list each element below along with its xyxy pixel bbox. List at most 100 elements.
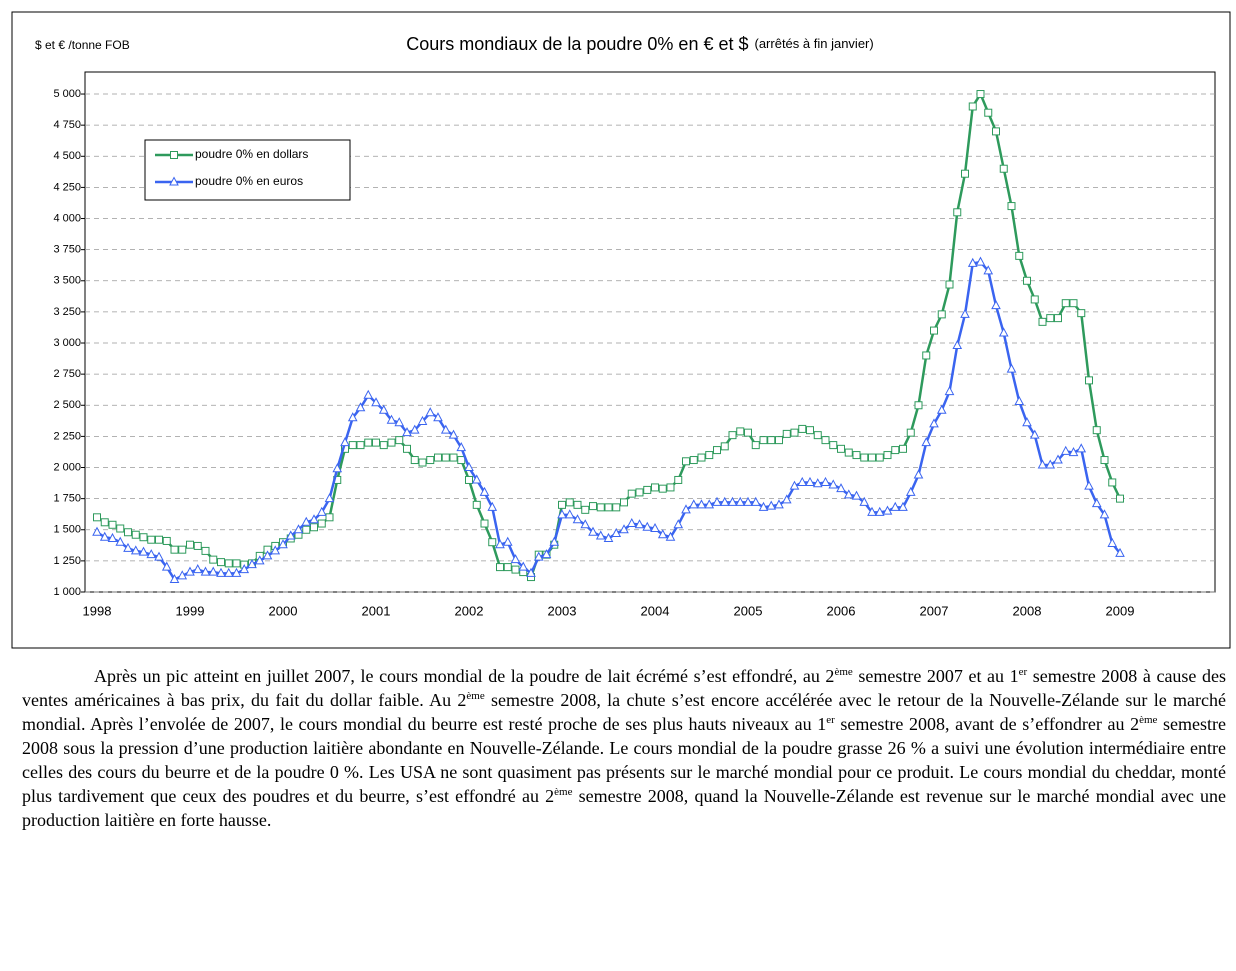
y-tick-label: 2 000 — [53, 461, 81, 473]
marker-square — [100, 518, 109, 527]
marker-square — [643, 485, 652, 494]
marker-square — [713, 446, 721, 455]
marker-triangle — [557, 509, 567, 519]
y-tick-label: 3 250 — [53, 306, 81, 318]
superscript: ème — [1139, 714, 1158, 726]
marker-square — [914, 401, 923, 410]
marker-triangle — [580, 519, 591, 529]
marker-square — [457, 456, 466, 465]
marker-square — [155, 535, 163, 544]
legend-label: poudre 0% en euros — [195, 174, 303, 188]
chart: $ et € /tonne FOB Cours mondiaux de la p… — [11, 11, 1231, 649]
marker-triangle — [929, 418, 939, 428]
x-tick-label: 2008 — [1013, 603, 1042, 618]
marker-square — [573, 500, 582, 509]
marker-triangle — [316, 506, 327, 516]
marker-triangle — [1107, 537, 1118, 547]
marker-triangle — [363, 389, 374, 399]
marker-square — [875, 453, 884, 462]
marker-square — [364, 438, 373, 447]
marker-triangle — [417, 415, 428, 425]
marker-triangle — [1099, 509, 1110, 519]
y-tick-label: 5 000 — [53, 88, 81, 100]
superscript: ème — [554, 786, 573, 798]
marker-triangle — [712, 496, 722, 506]
marker-triangle — [1084, 480, 1094, 490]
marker-triangle — [355, 402, 366, 412]
text-run: semestre 2008 sous la pression d’une pro… — [22, 714, 1226, 806]
marker-triangle — [936, 404, 947, 414]
subtitle: (arrêtés à fin janvier) — [755, 36, 874, 51]
y-tick-label: 1 500 — [53, 524, 81, 536]
marker-square — [937, 310, 946, 319]
marker-triangle — [812, 478, 823, 488]
text-run: Après un pic atteint en juillet 2007, le… — [94, 666, 835, 686]
marker-triangle — [185, 566, 195, 576]
marker-square — [651, 483, 659, 492]
marker-triangle — [146, 549, 157, 559]
marker-square — [1007, 202, 1016, 211]
marker-triangle — [332, 463, 343, 473]
marker-square — [116, 524, 125, 533]
marker-square — [434, 453, 442, 462]
y-tick-label: 3 500 — [53, 275, 81, 287]
chart-title: Cours mondiaux de la poudre 0% en € et $… — [406, 34, 873, 54]
legend-label: poudre 0% en dollars — [195, 147, 308, 161]
marker-square — [627, 489, 636, 498]
x-tick-label: 2002 — [455, 603, 484, 618]
marker-triangle — [440, 424, 451, 434]
marker-square — [868, 453, 876, 462]
marker-triangle — [898, 501, 908, 511]
marker-square — [511, 565, 520, 574]
marker-triangle — [750, 496, 761, 506]
marker-square — [565, 498, 574, 507]
marker-square — [744, 428, 752, 437]
marker-triangle — [154, 551, 164, 561]
marker-square — [503, 563, 512, 572]
marker-square — [418, 458, 427, 467]
marker-square — [201, 546, 210, 555]
y-tick-label: 4 000 — [53, 212, 81, 224]
x-tick-label: 2003 — [548, 603, 577, 618]
marker-triangle — [371, 397, 381, 407]
marker-square — [193, 541, 202, 550]
marker-square — [906, 428, 915, 437]
marker-triangle — [595, 530, 606, 540]
y-tick-label: 2 500 — [53, 399, 81, 411]
marker-square — [379, 441, 388, 450]
y-tick-label: 3 750 — [53, 244, 81, 256]
marker-triangle — [223, 567, 234, 577]
x-tick-label: 2001 — [362, 603, 391, 618]
superscript: er — [1018, 666, 1028, 678]
marker-triangle — [998, 327, 1009, 337]
marker-square — [620, 498, 628, 507]
marker-triangle — [340, 437, 350, 447]
y-axis-label: $ et € /tonne FOB — [35, 38, 130, 52]
marker-triangle — [657, 529, 668, 539]
marker-square — [317, 519, 326, 528]
marker-triangle — [1037, 459, 1048, 469]
marker-triangle — [200, 566, 211, 576]
marker-square — [612, 503, 621, 512]
marker-square — [1116, 494, 1124, 503]
marker-triangle — [688, 499, 699, 509]
marker-triangle — [518, 561, 529, 571]
marker-square — [395, 436, 404, 445]
marker-triangle — [564, 509, 575, 519]
marker-square — [837, 444, 845, 453]
marker-triangle — [696, 499, 707, 509]
marker-square — [697, 453, 706, 462]
marker-triangle — [502, 536, 513, 546]
text-run: semestre 2008, la chute s’est encore acc… — [22, 690, 1226, 734]
marker-triangle — [820, 476, 831, 486]
text-run: semestre 2008, quand la Nouvelle-Zélande… — [22, 786, 1227, 830]
marker-square — [953, 208, 962, 217]
marker-triangle — [828, 479, 839, 489]
marker-square — [325, 513, 334, 522]
marker-triangle — [727, 496, 738, 506]
marker-square — [604, 503, 613, 512]
marker-square — [844, 448, 853, 457]
marker-triangle — [123, 542, 133, 552]
marker-triangle — [378, 404, 389, 414]
